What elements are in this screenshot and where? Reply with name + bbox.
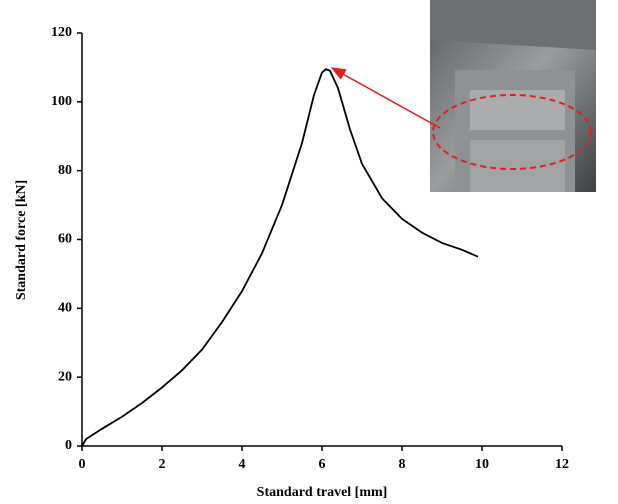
data-line <box>81 68 479 447</box>
annotation-arrow <box>330 67 441 129</box>
y-tick-label: 120 <box>51 25 72 40</box>
y-tick-label: 20 <box>58 369 72 384</box>
y-tick-label: 100 <box>51 94 72 109</box>
x-tick-label: 6 <box>319 457 326 472</box>
x-tick-label: 4 <box>239 457 246 472</box>
y-tick-label: 0 <box>65 438 72 453</box>
y-tick-label: 60 <box>58 232 72 247</box>
x-tick-label: 8 <box>399 457 406 472</box>
y-tick-label: 80 <box>58 163 72 178</box>
x-tick-label: 2 <box>159 457 166 472</box>
x-axis-label: Standard travel [mm] <box>257 485 388 500</box>
x-tick-label: 12 <box>555 457 569 472</box>
y-tick-label: 40 <box>58 301 72 316</box>
x-tick-label: 0 <box>79 457 86 472</box>
photo-inset <box>430 0 596 192</box>
y-axis-label: Standard force [kN] <box>14 180 29 300</box>
x-tick-label: 10 <box>475 457 489 472</box>
